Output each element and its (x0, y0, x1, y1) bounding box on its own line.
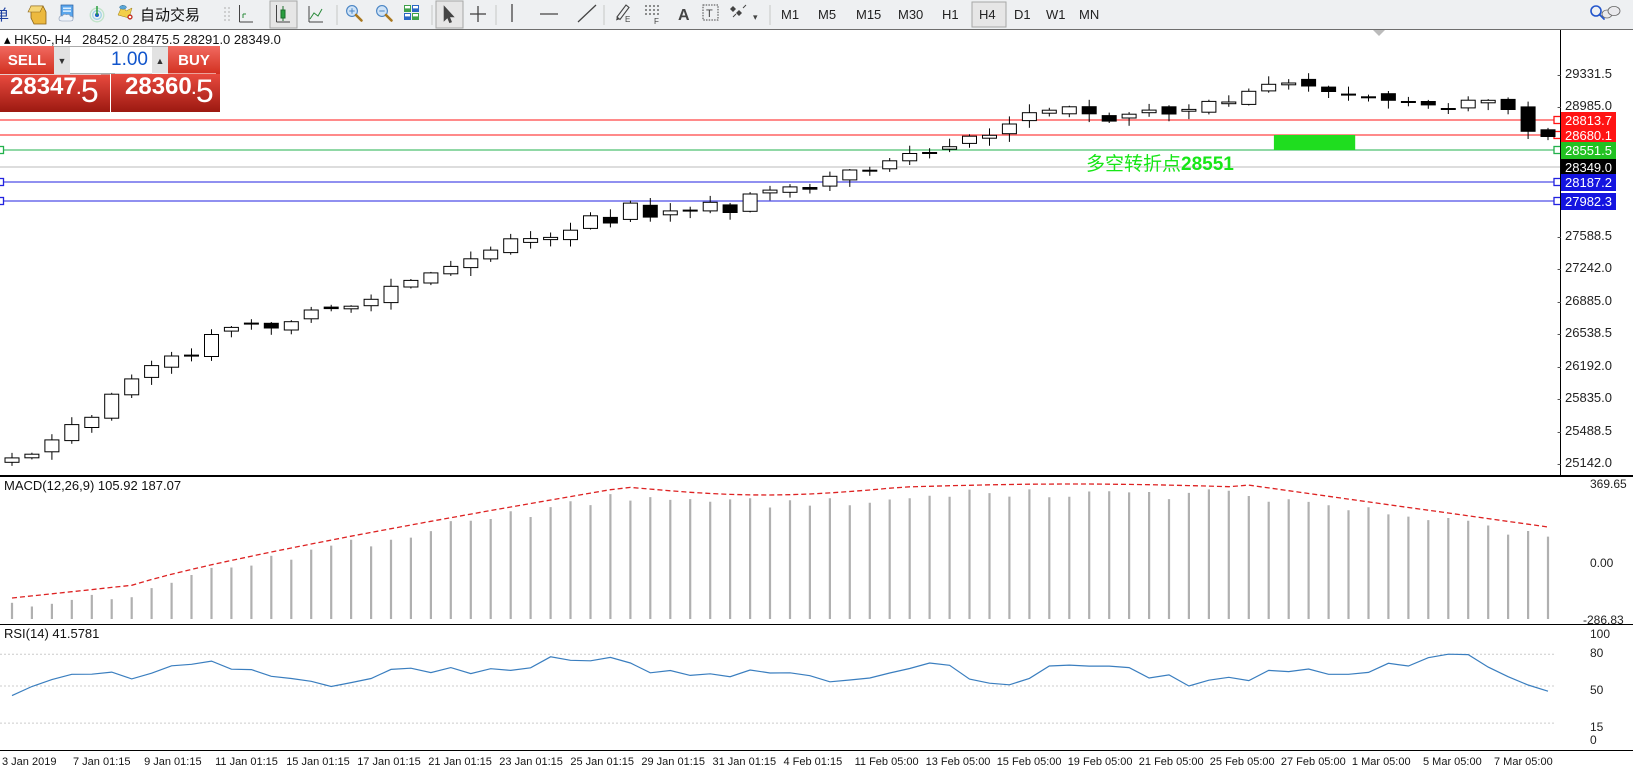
svg-text:M5: M5 (818, 7, 836, 22)
svg-text:D1: D1 (1014, 7, 1031, 22)
svg-text:M1: M1 (781, 7, 799, 22)
svg-text:W1: W1 (1046, 7, 1066, 22)
svg-text:M15: M15 (856, 7, 881, 22)
svg-text:F: F (654, 17, 659, 26)
svg-text:多空转折点28551: 多空转折点28551 (1086, 153, 1234, 175)
svg-text:H1: H1 (942, 7, 959, 22)
svg-text:▾: ▾ (753, 12, 758, 22)
svg-text:T: T (706, 8, 713, 20)
svg-text:单: 单 (0, 7, 9, 24)
svg-text:A: A (678, 7, 690, 24)
svg-text:E: E (625, 15, 630, 24)
svg-text:M30: M30 (898, 7, 923, 22)
svg-text:H4: H4 (979, 7, 996, 22)
svg-text:自动交易: 自动交易 (140, 6, 200, 24)
svg-text:MN: MN (1079, 7, 1099, 22)
